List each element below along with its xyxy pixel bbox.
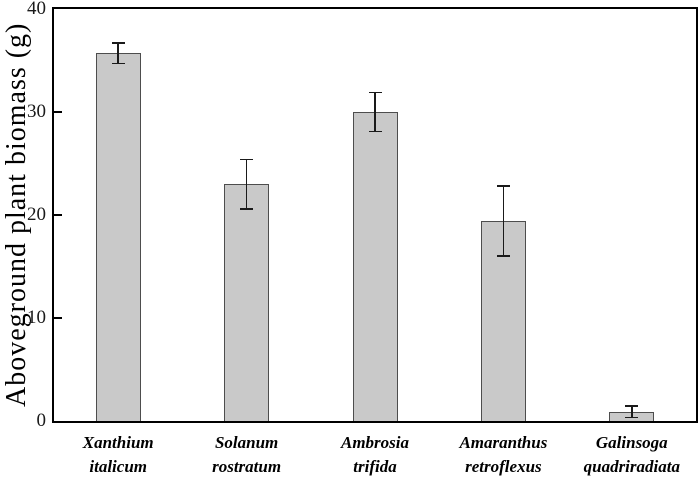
bar-xanthium-italicum (95, 53, 141, 421)
y-axis-tick-mark (54, 214, 62, 216)
error-bar-cap-amaranthus-retroflexus (496, 255, 510, 257)
error-bar-cap-solanum-rostratum (240, 208, 254, 210)
plot-area (52, 7, 698, 423)
y-axis-tick-label-0: 0 (36, 410, 47, 431)
x-axis-category-label-amaranthus-retroflexus: Amaranthus retroflexus (459, 433, 548, 476)
y-axis-tick-label-10: 10 (27, 307, 46, 328)
y-axis-tick-mark (54, 111, 62, 113)
error-bar-cap-ambrosia-trifida (368, 130, 382, 133)
error-bar-cap-xanthium-italicum (111, 62, 125, 65)
error-bar-cap-galinsoga-quadriradiata (625, 416, 639, 419)
x-axis-category-label-xanthium-italicum: Xanthium italicum (82, 433, 154, 476)
error-bar-cap-ambrosia-trifida (368, 91, 382, 94)
error-bar-galinsoga-quadriradiata (631, 406, 633, 418)
error-bar-cap-solanum-rostratum (240, 158, 254, 161)
error-bar-cap-amaranthus-retroflexus (496, 185, 510, 187)
error-bar-ambrosia-trifida (374, 92, 376, 132)
x-axis-category-label-solanum-rostratum: Solanum rostratum (212, 433, 282, 476)
bar-solanum-rostratum (224, 184, 270, 421)
y-axis-tick-mark (54, 317, 62, 319)
x-axis-category-label-galinsoga-quadriradiata: Galinsoga quadriradiata (583, 433, 680, 476)
y-axis-tick-label-40: 40 (27, 0, 46, 19)
error-bar-cap-xanthium-italicum (111, 42, 125, 44)
y-axis-tick-label-30: 30 (27, 101, 46, 122)
y-axis-tick-label-20: 20 (27, 204, 46, 225)
error-bar-cap-galinsoga-quadriradiata (625, 405, 639, 407)
error-bar-amaranthus-retroflexus (502, 186, 505, 257)
bar-ambrosia-trifida (352, 112, 398, 421)
error-bar-solanum-rostratum (245, 159, 248, 209)
error-bar-xanthium-italicum (117, 42, 119, 64)
x-axis-category-label-ambrosia-trifida: Ambrosia trifida (340, 433, 410, 476)
